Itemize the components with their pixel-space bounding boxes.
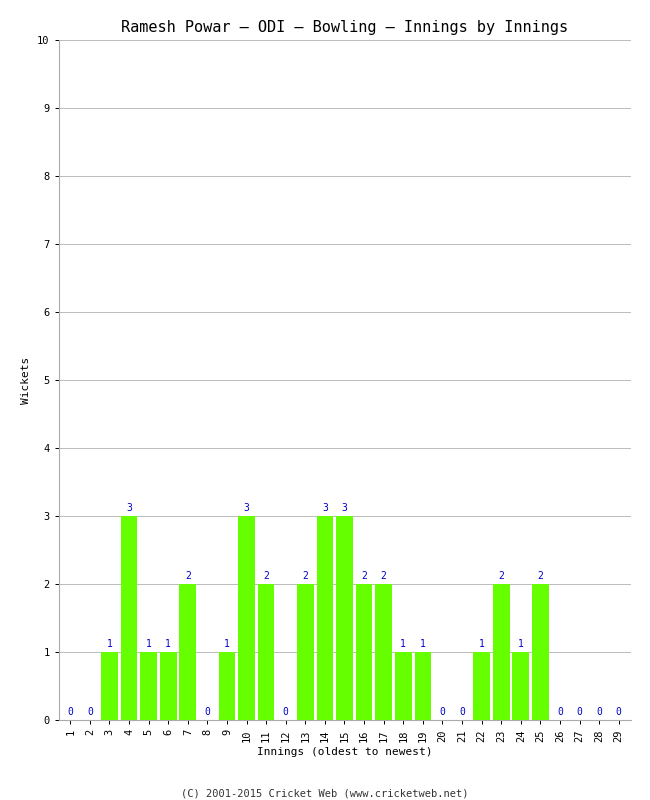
Text: 0: 0 <box>205 707 211 718</box>
Bar <box>415 652 431 720</box>
Bar <box>258 584 274 720</box>
Text: 2: 2 <box>263 571 269 582</box>
Text: 0: 0 <box>557 707 563 718</box>
Bar <box>395 652 411 720</box>
Text: 0: 0 <box>439 707 445 718</box>
Bar <box>493 584 510 720</box>
Bar <box>101 652 118 720</box>
Bar <box>297 584 314 720</box>
Y-axis label: Wickets: Wickets <box>21 356 31 404</box>
Text: 0: 0 <box>616 707 621 718</box>
Title: Ramesh Powar – ODI – Bowling – Innings by Innings: Ramesh Powar – ODI – Bowling – Innings b… <box>121 20 568 34</box>
Bar <box>356 584 372 720</box>
Text: 0: 0 <box>596 707 602 718</box>
Bar <box>375 584 392 720</box>
Text: 1: 1 <box>420 639 426 650</box>
Text: 1: 1 <box>165 639 171 650</box>
Text: 1: 1 <box>146 639 151 650</box>
Text: 0: 0 <box>459 707 465 718</box>
Text: 0: 0 <box>283 707 289 718</box>
Bar <box>239 516 255 720</box>
Text: 1: 1 <box>400 639 406 650</box>
Text: 2: 2 <box>302 571 308 582</box>
Bar <box>140 652 157 720</box>
Bar <box>179 584 196 720</box>
Text: 2: 2 <box>538 571 543 582</box>
Text: 0: 0 <box>68 707 73 718</box>
Text: (C) 2001-2015 Cricket Web (www.cricketweb.net): (C) 2001-2015 Cricket Web (www.cricketwe… <box>181 788 469 798</box>
Text: 1: 1 <box>224 639 230 650</box>
Bar <box>512 652 529 720</box>
Text: 2: 2 <box>381 571 387 582</box>
Bar <box>336 516 353 720</box>
Text: 2: 2 <box>499 571 504 582</box>
Text: 1: 1 <box>107 639 112 650</box>
X-axis label: Innings (oldest to newest): Innings (oldest to newest) <box>257 747 432 757</box>
Text: 3: 3 <box>126 503 132 514</box>
Bar <box>121 516 137 720</box>
Bar <box>532 584 549 720</box>
Text: 3: 3 <box>322 503 328 514</box>
Text: 3: 3 <box>341 503 348 514</box>
Text: 0: 0 <box>577 707 582 718</box>
Text: 3: 3 <box>244 503 250 514</box>
Bar <box>218 652 235 720</box>
Text: 0: 0 <box>87 707 93 718</box>
Text: 2: 2 <box>185 571 190 582</box>
Bar <box>317 516 333 720</box>
Bar <box>160 652 177 720</box>
Text: 1: 1 <box>518 639 524 650</box>
Bar <box>473 652 490 720</box>
Text: 2: 2 <box>361 571 367 582</box>
Text: 1: 1 <box>478 639 484 650</box>
